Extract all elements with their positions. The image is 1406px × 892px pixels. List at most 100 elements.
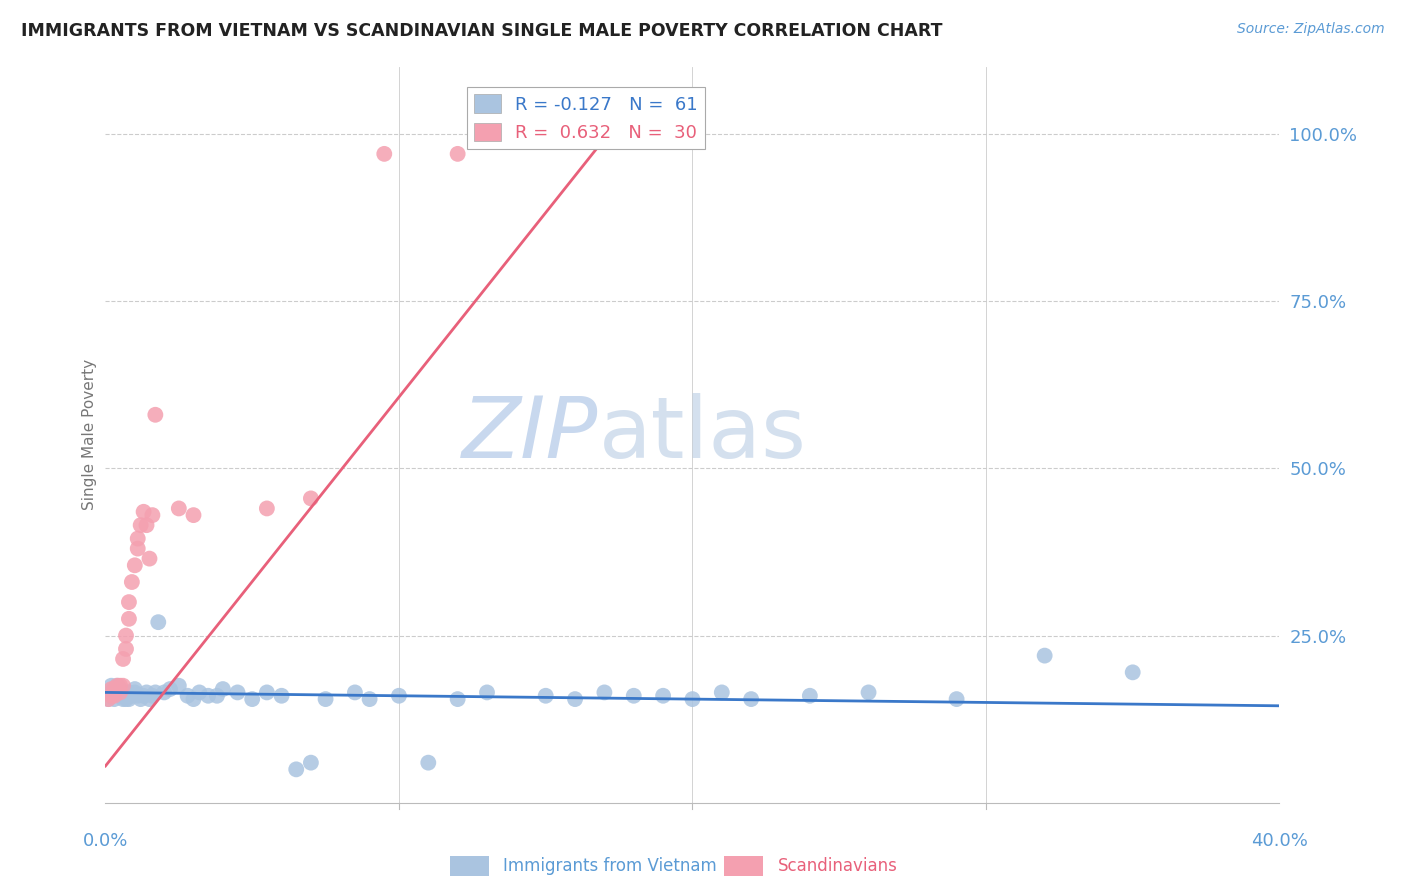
Point	[710, 685, 733, 699]
Point	[124, 685, 146, 699]
Point	[103, 692, 125, 706]
Point	[108, 681, 131, 696]
Point	[373, 147, 395, 161]
Point	[799, 689, 821, 703]
Point	[100, 679, 122, 693]
Point	[446, 692, 468, 706]
Point	[105, 685, 128, 699]
Point	[1122, 665, 1144, 680]
Point	[256, 685, 278, 699]
Point	[105, 679, 128, 693]
Point	[103, 681, 125, 696]
Point	[343, 685, 366, 699]
Point	[945, 692, 967, 706]
Point	[118, 595, 141, 609]
Point	[183, 692, 205, 706]
Point	[127, 532, 149, 546]
Point	[141, 689, 163, 703]
Point	[135, 518, 157, 533]
Point	[418, 756, 440, 770]
Point	[388, 689, 411, 703]
Y-axis label: Single Male Poverty: Single Male Poverty	[82, 359, 97, 510]
Point	[475, 685, 498, 699]
Point	[127, 689, 149, 703]
Point	[138, 692, 160, 706]
Point	[270, 689, 292, 703]
Point	[153, 685, 176, 699]
Text: Source: ZipAtlas.com: Source: ZipAtlas.com	[1237, 22, 1385, 37]
Point	[124, 681, 146, 696]
Point	[129, 692, 152, 706]
Point	[148, 615, 170, 630]
Point	[593, 685, 616, 699]
Point	[359, 692, 381, 706]
Legend: R = -0.127   N =  61, R =  0.632   N =  30: R = -0.127 N = 61, R = 0.632 N = 30	[467, 87, 706, 149]
Text: Immigrants from Vietnam: Immigrants from Vietnam	[503, 857, 717, 875]
Point	[188, 685, 211, 699]
Text: IMMIGRANTS FROM VIETNAM VS SCANDINAVIAN SINGLE MALE POVERTY CORRELATION CHART: IMMIGRANTS FROM VIETNAM VS SCANDINAVIAN …	[21, 22, 942, 40]
Point	[121, 575, 143, 590]
Point	[143, 408, 166, 422]
Point	[682, 692, 704, 706]
Text: atlas: atlas	[599, 393, 807, 476]
Point	[652, 689, 675, 703]
Point	[112, 685, 135, 699]
Point	[124, 558, 146, 573]
Point	[108, 689, 131, 703]
Point	[97, 692, 120, 706]
Point	[167, 679, 190, 693]
Point	[315, 692, 337, 706]
Point	[100, 689, 122, 703]
Point	[159, 681, 181, 696]
Point	[108, 685, 131, 699]
Point	[226, 685, 249, 699]
Text: 0.0%: 0.0%	[83, 832, 128, 850]
Point	[285, 762, 308, 776]
Point	[129, 518, 152, 533]
Point	[118, 692, 141, 706]
Point	[112, 692, 135, 706]
Point	[299, 756, 322, 770]
Point	[115, 689, 138, 703]
Point	[100, 685, 122, 699]
Point	[167, 501, 190, 516]
Point	[115, 642, 138, 657]
Point	[1033, 648, 1056, 663]
Point	[138, 551, 160, 566]
Point	[103, 689, 125, 703]
Point	[132, 689, 155, 703]
Point	[141, 508, 163, 523]
Point	[132, 505, 155, 519]
Point	[240, 692, 263, 706]
Point	[108, 679, 131, 693]
Point	[118, 685, 141, 699]
Point	[115, 692, 138, 706]
Point	[256, 501, 278, 516]
Point	[858, 685, 880, 699]
Point	[211, 681, 233, 696]
Point	[135, 685, 157, 699]
Point	[183, 508, 205, 523]
Point	[205, 689, 228, 703]
Point	[127, 541, 149, 556]
Point	[121, 689, 143, 703]
Point	[564, 692, 586, 706]
Point	[103, 681, 125, 696]
Point	[115, 629, 138, 643]
Point	[740, 692, 762, 706]
Point	[197, 689, 219, 703]
Point	[100, 681, 122, 696]
Point	[143, 685, 166, 699]
Point	[176, 689, 198, 703]
Point	[299, 491, 322, 506]
Text: Scandinavians: Scandinavians	[778, 857, 897, 875]
Text: ZIP: ZIP	[463, 393, 599, 476]
Point	[112, 652, 135, 666]
Point	[446, 147, 468, 161]
Point	[105, 679, 128, 693]
Point	[97, 692, 120, 706]
Point	[534, 689, 557, 703]
Point	[118, 612, 141, 626]
Point	[112, 679, 135, 693]
Point	[623, 689, 645, 703]
